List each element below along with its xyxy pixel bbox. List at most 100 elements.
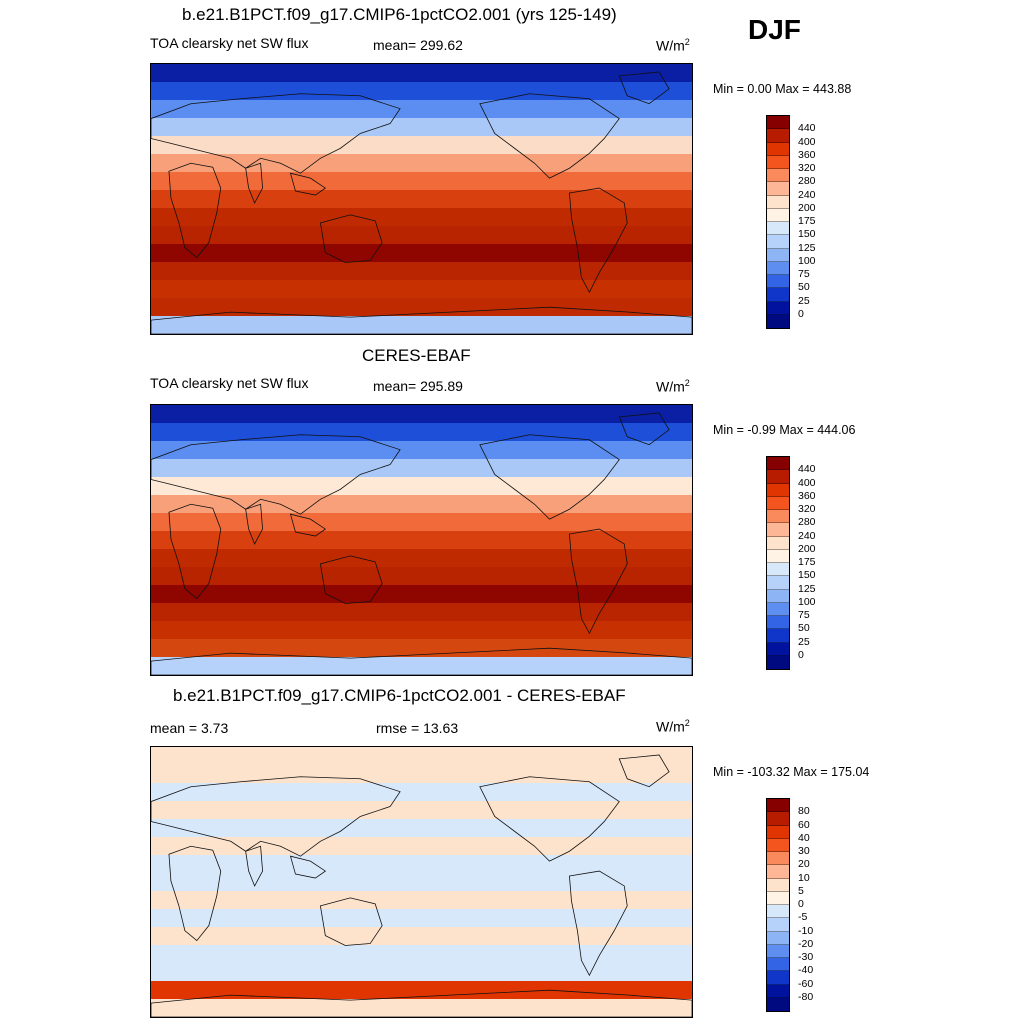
colorbar-tick-label: 5 (798, 884, 804, 897)
panel2-colorbar (766, 456, 790, 670)
coastline (151, 434, 401, 515)
map-field-svg (151, 64, 692, 334)
colorbar-tick-label: 40 (798, 831, 810, 844)
colorbar-tick-label: 175 (798, 215, 816, 227)
colorbar-tick-label: 280 (798, 516, 816, 529)
colorbar-segment (767, 944, 789, 958)
colorbar-tick-label: 240 (798, 529, 816, 542)
latitude-band (151, 226, 692, 245)
latitude-band (151, 422, 692, 442)
latitude-band (151, 945, 692, 964)
panel3-minmax: Min = -103.32 Max = 175.04 (713, 765, 870, 779)
colorbar-segment (767, 629, 789, 643)
colorbar-segment (767, 865, 789, 879)
colorbar-segment (767, 878, 789, 892)
colorbar-segment (767, 496, 789, 510)
latitude-band (151, 100, 692, 119)
coastline (168, 162, 222, 259)
coastline (289, 855, 327, 879)
colorbar-segment (767, 275, 789, 289)
latitude-band (151, 963, 692, 982)
coastline (245, 845, 263, 887)
latitude-band (151, 801, 692, 820)
map-field-svg (151, 405, 692, 675)
colorbar-tick-label: 320 (798, 162, 816, 174)
colorbar-tick-label: -30 (798, 951, 814, 963)
colorbar-tick-label: 360 (798, 489, 816, 502)
latitude-band (151, 441, 692, 460)
colorbar-segment (767, 523, 789, 537)
latitude-band (151, 243, 692, 263)
colorbar-tick-label: 360 (798, 148, 816, 161)
colorbar-segment (767, 182, 789, 196)
latitude-band (151, 459, 692, 478)
coastline (569, 528, 628, 635)
colorbar-tick-label: 440 (798, 122, 816, 135)
colorbar-segment (767, 301, 789, 315)
coastline (569, 870, 628, 977)
colorbar-segment (767, 799, 789, 813)
latitude-band (151, 297, 692, 317)
colorbar-tick-label: 400 (798, 476, 816, 489)
coastline (618, 71, 670, 105)
panel3-map (150, 746, 693, 1018)
latitude-band (151, 872, 692, 892)
latitude-band (151, 405, 692, 424)
colorbar-segment (767, 248, 789, 262)
coastline (319, 897, 383, 946)
latitude-band (151, 603, 692, 622)
colorbar-segment (767, 825, 789, 839)
latitude-band (151, 118, 692, 137)
colorbar-segment (767, 483, 789, 497)
colorbar-tick-label: 0 (798, 307, 804, 320)
colorbar-tick-label: 280 (798, 175, 816, 188)
latitude-band (151, 891, 692, 910)
panel3-rmse-label: rmse = 13.63 (376, 720, 459, 736)
latitude-band (151, 262, 692, 281)
latitude-band (151, 909, 692, 928)
colorbar-tick-label: -10 (798, 924, 814, 937)
latitude-band (151, 999, 692, 1017)
colorbar-segment (767, 129, 789, 143)
latitude-band (151, 980, 692, 1000)
latitude-band (151, 154, 692, 173)
colorbar-segment (767, 971, 789, 985)
coastline (319, 214, 383, 263)
coastline (245, 162, 263, 204)
colorbar-segment (767, 288, 789, 302)
colorbar-segment (767, 602, 789, 616)
panel2-variable-label: TOA clearsky net SW flux (150, 375, 309, 391)
latitude-band (151, 567, 692, 586)
colorbar-tick-label: -20 (798, 937, 814, 950)
latitude-band (151, 764, 692, 784)
latitude-band (151, 135, 692, 155)
colorbar-segment (767, 958, 789, 972)
latitude-band (151, 926, 692, 946)
panel1-minmax: Min = 0.00 Max = 443.88 (713, 82, 852, 96)
colorbar-segment (767, 589, 789, 603)
colorbar-segment (767, 918, 789, 932)
colorbar-segment (767, 457, 789, 471)
panel1-colorbar (766, 115, 790, 329)
latitude-band (151, 657, 692, 675)
colorbar-segment (767, 905, 789, 919)
colorbar-tick-label: 175 (798, 556, 816, 568)
latitude-band (151, 495, 692, 514)
latitude-band (151, 584, 692, 604)
colorbar-tick-label: 150 (798, 569, 816, 582)
coastline (168, 503, 222, 600)
coastline (151, 306, 692, 334)
latitude-band (151, 638, 692, 658)
latitude-band (151, 783, 692, 802)
colorbar-segment (767, 155, 789, 169)
coastline (289, 172, 327, 196)
colorbar-segment (767, 891, 789, 905)
panel2-minmax: Min = -0.99 Max = 444.06 (713, 423, 856, 437)
latitude-band (151, 621, 692, 640)
coastline (618, 412, 670, 446)
latitude-band (151, 549, 692, 568)
colorbar-segment (767, 208, 789, 222)
colorbar-segment (767, 510, 789, 524)
coastline (479, 434, 620, 520)
latitude-band (151, 837, 692, 856)
